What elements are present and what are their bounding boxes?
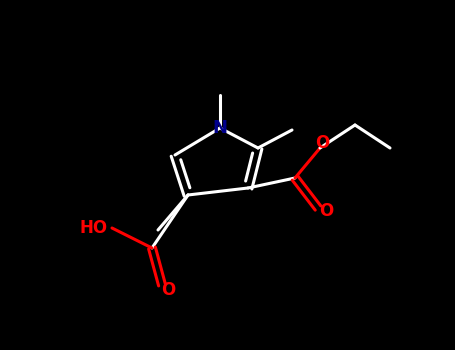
Text: O: O: [319, 202, 333, 220]
Text: N: N: [212, 119, 228, 137]
Text: HO: HO: [80, 219, 108, 237]
Text: O: O: [161, 281, 175, 299]
Text: O: O: [315, 134, 329, 152]
